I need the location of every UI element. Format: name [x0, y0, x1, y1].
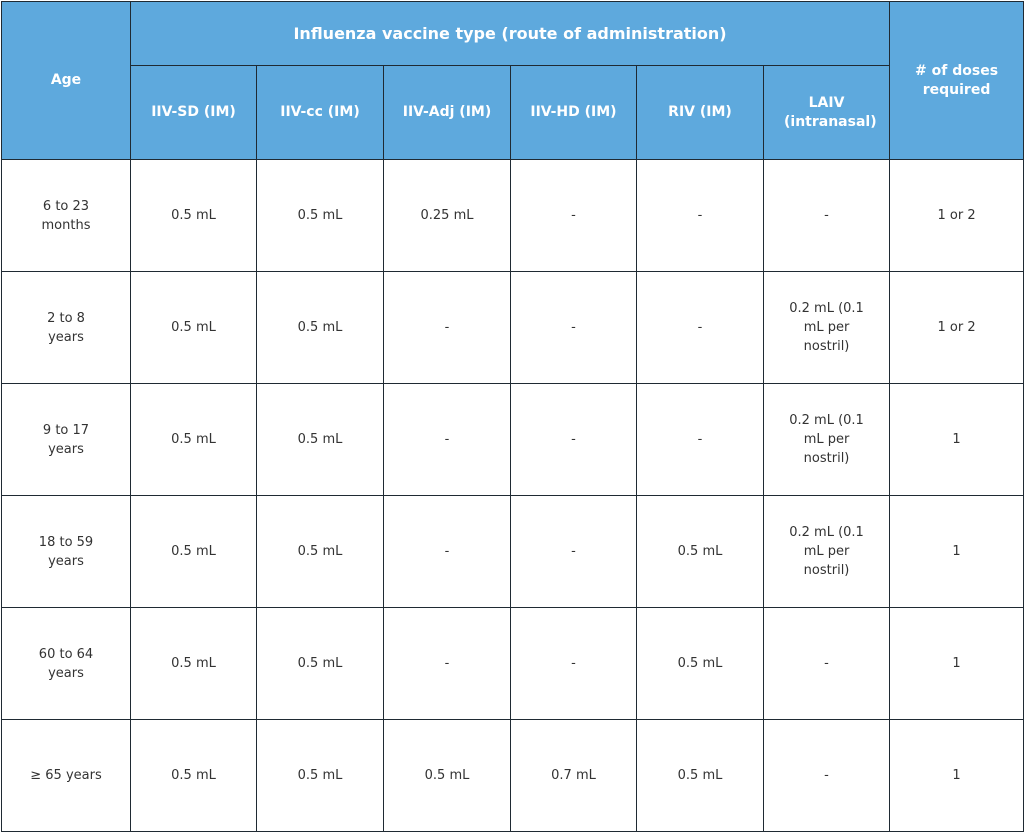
dose-volume-cell: - — [636, 383, 764, 496]
age-cell: 9 to 17 years — [1, 383, 131, 496]
col-iiv-sd: IIV-SD (IM) — [130, 65, 257, 160]
dose-volume-cell: - — [510, 271, 637, 384]
dose-volume-cell: 0.5 mL — [130, 159, 257, 272]
dose-volume-cell: 0.5 mL — [256, 383, 384, 496]
table-row: ≥ 65 years 0.5 mL 0.5 mL 0.5 mL 0.7 mL 0.5 mL… — [1, 719, 1024, 832]
dose-volume-cell: - — [762, 719, 891, 832]
dose-volume-cell: 0.5 mL — [256, 607, 384, 720]
dose-volume-cell: - — [510, 159, 637, 272]
dose-volume-cell: - — [383, 383, 511, 496]
dose-volume-cell: 0.5 mL — [130, 271, 257, 384]
dose-volume-cell: 0.5 mL — [636, 495, 764, 608]
col-iiv-cc: IIV-cc (IM) — [256, 65, 384, 160]
doses-cell: 1 — [889, 719, 1024, 832]
doses-cell: 1 — [889, 383, 1024, 496]
dose-volume-cell: 0.5 mL — [383, 719, 511, 832]
dose-volume-cell: 0.2 mL (0.1 mL per nostril) — [762, 271, 891, 384]
age-header: Age — [1, 1, 131, 160]
dose-volume-cell: - — [762, 607, 891, 720]
dose-volume-cell: 0.5 mL — [636, 607, 764, 720]
header-row-sub: IIV-SD (IM) IIV-cc (IM) IIV-Adj (IM) IIV… — [2, 65, 1024, 160]
col-laiv: LAIV (intranasal) — [762, 65, 891, 160]
age-cell: 60 to 64 years — [1, 607, 131, 720]
dose-volume-cell: - — [510, 495, 637, 608]
dose-volume-cell: 0.5 mL — [636, 719, 764, 832]
col-riv: RIV (IM) — [636, 65, 764, 160]
dose-volume-cell: 0.5 mL — [130, 495, 257, 608]
dose-volume-cell: 0.5 mL — [130, 607, 257, 720]
dose-volume-cell: 0.7 mL — [510, 719, 637, 832]
dose-volume-cell: - — [636, 159, 764, 272]
dose-volume-cell: 0.5 mL — [256, 719, 384, 832]
vaccine-type-group-header: Influenza vaccine type (route of adminis… — [129, 1, 891, 66]
table-row: 60 to 64 years 0.5 mL 0.5 mL - -0.5 mL -1 — [1, 607, 1024, 720]
doses-cell: 1 — [889, 607, 1024, 720]
age-cell: 2 to 8 years — [1, 271, 131, 384]
age-cell: ≥ 65 years — [1, 719, 131, 832]
table-body: 6 to 23 months 0.5 mL 0.5 mL 0.25 mL - - -1 or… — [1, 159, 1024, 832]
doses-cell: 1 — [889, 495, 1024, 608]
dose-volume-cell: 0.2 mL (0.1 mL per nostril) — [762, 495, 891, 608]
header-row-top: Age Influenza vaccine type (route of adm… — [1, 1, 1024, 160]
age-cell: 6 to 23 months — [1, 159, 131, 272]
table-row: 6 to 23 months 0.5 mL 0.5 mL 0.25 mL - - -1 or… — [1, 159, 1024, 272]
col-iiv-adj: IIV-Adj (IM) — [383, 65, 511, 160]
dose-volume-cell: 0.5 mL — [256, 271, 384, 384]
table-row: 18 to 59 years 0.5 mL 0.5 mL - -0.5 mL 0.2 mL… — [1, 495, 1024, 608]
dose-volume-cell: 0.5 mL — [130, 719, 257, 832]
dose-volume-cell: - — [510, 607, 637, 720]
dose-volume-cell: - — [510, 383, 637, 496]
dose-volume-cell: - — [636, 271, 764, 384]
table-row: 9 to 17 years 0.5 mL 0.5 mL - - -0.2 mL (0.1 … — [1, 383, 1024, 496]
table-row: 2 to 8 years 0.5 mL 0.5 mL - - -0.2 mL (0.1 m… — [1, 271, 1024, 384]
dose-volume-cell: - — [383, 495, 511, 608]
dose-volume-cell: 0.5 mL — [256, 159, 384, 272]
dose-volume-cell: - — [762, 159, 891, 272]
dose-volume-cell: 0.5 mL — [130, 383, 257, 496]
doses-cell: 1 or 2 — [889, 159, 1024, 272]
dose-volume-cell: 0.2 mL (0.1 mL per nostril) — [762, 383, 891, 496]
dose-volume-cell: - — [383, 271, 511, 384]
col-iiv-hd: IIV-HD (IM) — [510, 65, 637, 160]
dose-volume-cell: - — [383, 607, 511, 720]
doses-header: # of doses required — [889, 1, 1024, 160]
doses-cell: 1 or 2 — [889, 271, 1024, 384]
age-cell: 18 to 59 years — [1, 495, 131, 608]
dose-volume-cell: 0.25 mL — [383, 159, 511, 272]
dose-volume-cell: 0.5 mL — [256, 495, 384, 608]
